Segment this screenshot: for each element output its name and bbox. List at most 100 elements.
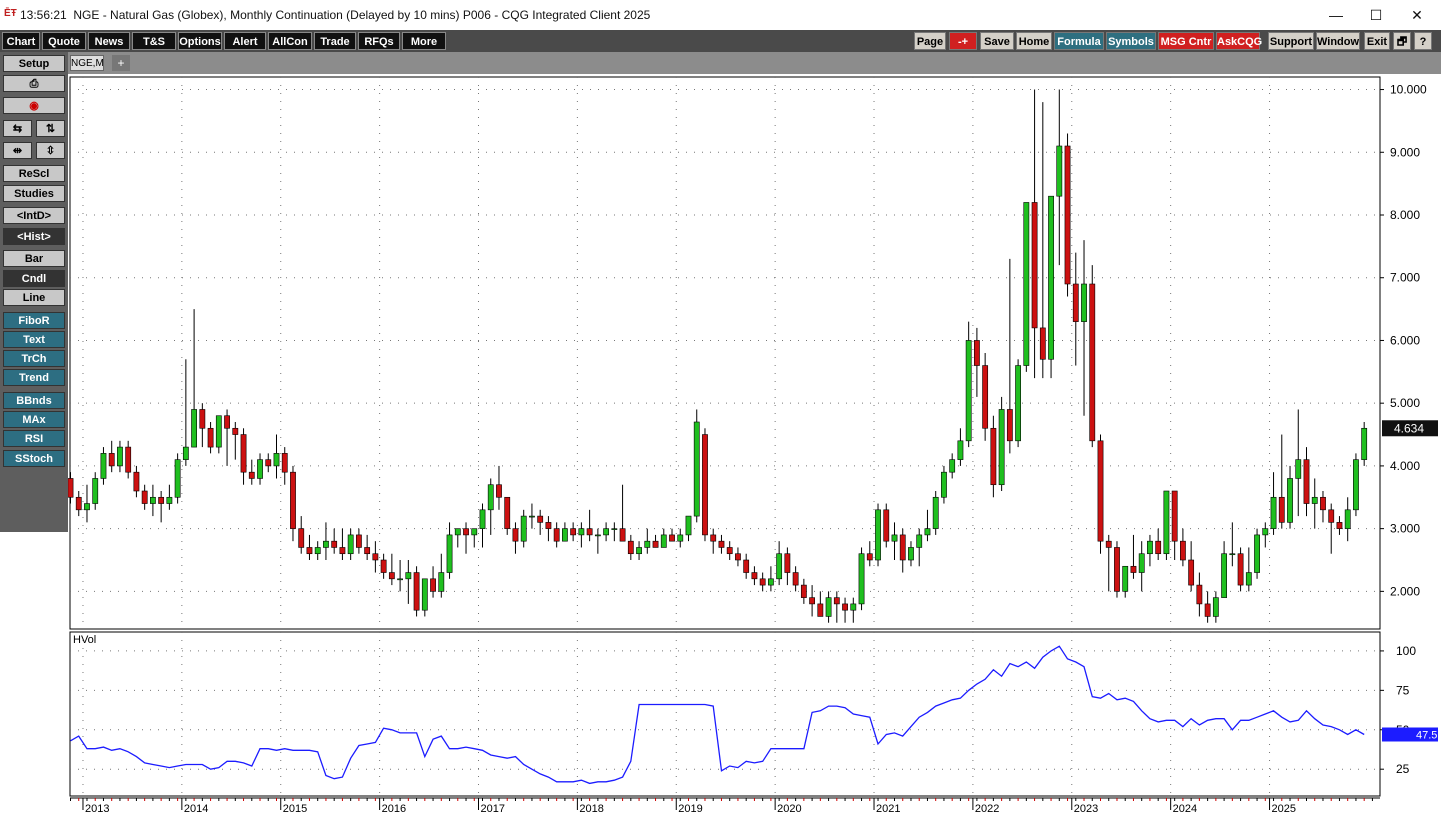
- hvol-study-label: HVol: [73, 634, 96, 646]
- zoom-vertical-icon[interactable]: ⇳: [36, 142, 65, 159]
- candle-body: [257, 459, 263, 479]
- candle: [281, 447, 288, 485]
- rsi-button[interactable]: RSI: [3, 430, 65, 447]
- y-tick-label: 4.000: [1390, 459, 1420, 473]
- scroll-left-icon[interactable]: ⇆: [3, 120, 32, 137]
- x-tick-label: 2017: [481, 803, 505, 814]
- candle: [693, 409, 700, 523]
- candle-body: [677, 534, 684, 542]
- candle-body: [1320, 496, 1326, 511]
- x-tick-label: 2020: [777, 803, 801, 814]
- candle-body: [141, 490, 148, 504]
- candle-body: [561, 528, 568, 542]
- studies-button[interactable]: Studies: [3, 185, 65, 202]
- candle: [438, 553, 445, 598]
- candle: [273, 434, 280, 479]
- candle-body: [405, 572, 412, 580]
- help-button[interactable]: ?: [1414, 32, 1432, 50]
- formula-button[interactable]: Formula: [1054, 32, 1104, 50]
- candle-body: [117, 446, 123, 467]
- menu-rfqs[interactable]: RFQs: [358, 32, 400, 50]
- candle-body: [611, 528, 618, 530]
- candle: [850, 597, 857, 623]
- trend-line-button[interactable]: Trend: [3, 369, 65, 386]
- symbols-button[interactable]: Symbols: [1106, 32, 1156, 50]
- bollinger-button[interactable]: BBnds: [3, 392, 65, 409]
- close-button[interactable]: ✕: [1411, 7, 1423, 23]
- window-button[interactable]: Window: [1316, 32, 1360, 50]
- candle-body: [1262, 528, 1269, 536]
- candle-body: [825, 597, 832, 617]
- intraday-button[interactable]: <IntD>: [3, 207, 65, 224]
- rescale-button[interactable]: ReScl: [3, 165, 65, 182]
- candle: [578, 522, 585, 548]
- y-tick-label: 5.000: [1390, 396, 1420, 410]
- menu-trade[interactable]: Trade: [314, 32, 356, 50]
- menu-alert[interactable]: Alert: [224, 32, 266, 50]
- candle: [479, 503, 486, 548]
- scroll-vertical-icon[interactable]: ⇅: [36, 120, 65, 137]
- askcqg-button[interactable]: AskCQG: [1216, 32, 1262, 50]
- support-button[interactable]: Support: [1268, 32, 1314, 50]
- print-icon[interactable]: ⎙: [3, 75, 65, 92]
- candle: [1006, 258, 1013, 454]
- candle-body: [982, 365, 989, 429]
- setup-button[interactable]: Setup: [3, 55, 65, 72]
- candle-body: [1287, 478, 1293, 523]
- candle-body: [100, 453, 107, 479]
- menu-quote[interactable]: Quote: [42, 32, 86, 50]
- candle-body: [833, 597, 840, 605]
- candle: [800, 578, 807, 604]
- bar-type-button[interactable]: Bar: [3, 250, 65, 267]
- menu-allcon[interactable]: AllCon: [268, 32, 312, 50]
- candle-body: [941, 471, 947, 498]
- candle: [1114, 541, 1120, 598]
- candle: [75, 491, 82, 517]
- menu-options[interactable]: Options: [178, 32, 222, 50]
- candle-body: [1114, 547, 1120, 592]
- candle: [240, 428, 247, 485]
- candle-body: [314, 547, 321, 555]
- candle-body: [158, 496, 165, 504]
- zoom-horizontal-icon[interactable]: ⇹: [3, 142, 32, 159]
- price-chart[interactable]: 2013 2014 2015 2016 2017 2018 2019 2020 2021 2022…: [68, 74, 1441, 814]
- maximize-button[interactable]: ☐: [1369, 7, 1383, 23]
- menu-ts[interactable]: T&S: [132, 32, 176, 50]
- line-type-button[interactable]: Line: [3, 289, 65, 306]
- candle: [257, 453, 263, 485]
- home-button[interactable]: Home: [1016, 32, 1052, 50]
- candle-body: [1229, 553, 1236, 556]
- menu-news[interactable]: News: [88, 32, 130, 50]
- fibonacci-button[interactable]: FiboR: [3, 312, 65, 329]
- cursor-icon[interactable]: ◉: [3, 97, 65, 114]
- candle: [1023, 202, 1030, 372]
- candle-body: [957, 440, 964, 460]
- chart-tab[interactable]: NGE,M: [70, 55, 104, 71]
- candle-type-button[interactable]: Cndl: [3, 270, 65, 287]
- add-tab-button[interactable]: +: [112, 55, 130, 71]
- hvol-tick-label: 100: [1396, 644, 1416, 658]
- history-button[interactable]: <Hist>: [3, 228, 65, 245]
- restore-icon[interactable]: 🗗: [1393, 32, 1411, 50]
- zoom-button[interactable]: -+: [949, 32, 977, 50]
- msg-center-button[interactable]: MSG Cntr: [1158, 32, 1214, 50]
- menu-chart[interactable]: Chart: [2, 32, 40, 50]
- moving-average-button[interactable]: MAx: [3, 411, 65, 428]
- candle: [735, 547, 741, 567]
- stochastic-button[interactable]: SStoch: [3, 450, 65, 467]
- candle: [174, 453, 181, 504]
- candle: [998, 396, 1005, 491]
- trend-channel-button[interactable]: TrCh: [3, 350, 65, 367]
- exit-button[interactable]: Exit: [1364, 32, 1390, 50]
- text-tool-button[interactable]: Text: [3, 331, 65, 348]
- candle: [1130, 534, 1137, 579]
- save-button[interactable]: Save: [980, 32, 1014, 50]
- candle: [248, 459, 255, 485]
- candle-body: [1048, 195, 1054, 360]
- menu-more[interactable]: More: [402, 32, 446, 50]
- page-button[interactable]: Page: [914, 32, 946, 50]
- minimize-button[interactable]: —: [1329, 7, 1343, 23]
- candle: [545, 516, 552, 542]
- candle-body: [182, 446, 189, 460]
- candle-body: [463, 528, 469, 536]
